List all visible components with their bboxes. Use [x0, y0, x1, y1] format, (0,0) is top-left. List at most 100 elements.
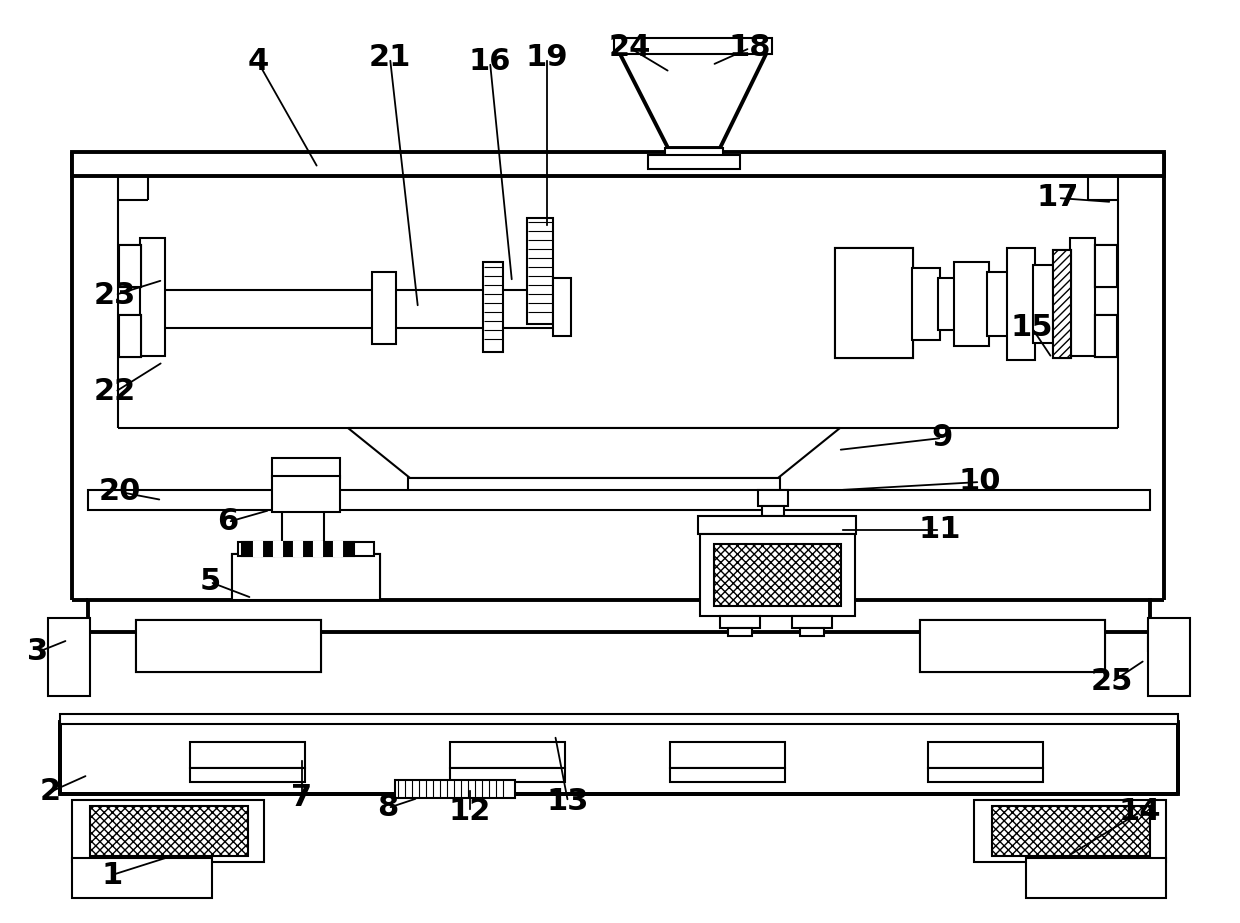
Text: 8: 8 — [377, 794, 398, 822]
Bar — [274, 542, 281, 556]
Bar — [136, 620, 321, 672]
Polygon shape — [348, 428, 839, 478]
Bar — [60, 714, 1178, 724]
Bar — [1095, 245, 1117, 287]
Bar — [701, 534, 856, 616]
Text: 6: 6 — [217, 508, 238, 536]
Text: 3: 3 — [27, 638, 48, 666]
Bar — [1025, 858, 1166, 898]
Bar — [72, 800, 264, 862]
Text: 11: 11 — [919, 516, 961, 545]
Text: 2: 2 — [40, 777, 61, 807]
Bar — [792, 616, 832, 628]
Bar — [281, 542, 294, 556]
Bar — [119, 315, 141, 357]
Bar — [272, 476, 340, 512]
Bar — [920, 620, 1105, 672]
Bar — [928, 742, 1043, 768]
Bar — [72, 858, 212, 898]
Bar — [254, 542, 262, 556]
Bar — [954, 262, 990, 346]
Bar — [294, 542, 303, 556]
Bar — [928, 768, 1043, 782]
Bar — [835, 248, 913, 358]
Bar — [232, 554, 379, 600]
Bar — [937, 278, 956, 330]
Bar — [314, 542, 322, 556]
Text: 19: 19 — [526, 43, 568, 73]
Bar — [60, 722, 1178, 794]
Text: 5: 5 — [200, 568, 221, 596]
Bar — [450, 742, 565, 768]
Bar — [911, 268, 940, 340]
Bar — [553, 278, 570, 336]
Bar — [334, 542, 342, 556]
Text: 15: 15 — [1011, 314, 1053, 342]
Bar — [119, 315, 141, 357]
Text: 9: 9 — [931, 424, 952, 452]
Bar — [1095, 245, 1117, 287]
Bar — [342, 542, 353, 556]
Text: 18: 18 — [729, 33, 771, 63]
Bar — [232, 554, 379, 600]
Bar — [1095, 315, 1117, 357]
Bar — [1007, 248, 1035, 360]
Bar — [1053, 250, 1071, 358]
Bar — [649, 155, 740, 169]
Bar — [835, 248, 913, 358]
Bar — [670, 768, 785, 782]
Bar — [698, 516, 856, 534]
Text: 25: 25 — [1091, 667, 1133, 697]
Text: 23: 23 — [94, 281, 136, 309]
Bar — [1070, 238, 1095, 356]
Bar — [48, 618, 91, 696]
Bar — [800, 628, 825, 636]
Bar — [720, 616, 760, 628]
Bar — [1053, 250, 1071, 358]
Bar — [763, 506, 784, 516]
Bar — [281, 510, 324, 600]
Text: 4: 4 — [247, 47, 269, 77]
Text: 21: 21 — [368, 43, 412, 73]
Text: 14: 14 — [1118, 797, 1161, 826]
Bar — [372, 272, 396, 344]
Bar — [190, 768, 305, 782]
Bar — [242, 542, 254, 556]
Bar — [119, 245, 141, 287]
Bar — [920, 620, 1105, 672]
Bar — [408, 478, 780, 494]
Bar — [396, 780, 515, 798]
Bar — [670, 742, 785, 768]
Bar — [91, 806, 248, 856]
Bar — [88, 600, 1149, 632]
Bar — [484, 262, 503, 352]
Bar — [119, 245, 141, 287]
Bar — [450, 768, 565, 782]
Text: 10: 10 — [959, 468, 1001, 497]
Text: 1: 1 — [102, 860, 123, 890]
Text: 22: 22 — [94, 378, 136, 406]
Text: 24: 24 — [609, 33, 651, 63]
Bar — [140, 238, 165, 356]
Bar — [1095, 315, 1117, 357]
Bar — [72, 152, 1164, 176]
Bar — [665, 148, 723, 166]
Bar — [527, 218, 553, 324]
Bar — [272, 458, 340, 478]
Text: 12: 12 — [449, 797, 491, 826]
Bar — [758, 490, 787, 506]
Bar — [88, 490, 1149, 510]
Bar — [238, 542, 374, 556]
Text: 17: 17 — [1037, 184, 1079, 212]
Bar — [322, 542, 334, 556]
Bar — [973, 800, 1166, 862]
Bar — [987, 272, 1009, 336]
Bar — [614, 38, 773, 54]
Text: 7: 7 — [291, 784, 312, 812]
Bar — [303, 542, 314, 556]
Bar — [714, 544, 841, 606]
Text: 16: 16 — [469, 47, 511, 77]
Bar — [992, 806, 1149, 856]
Polygon shape — [618, 50, 768, 148]
Bar — [190, 742, 305, 768]
